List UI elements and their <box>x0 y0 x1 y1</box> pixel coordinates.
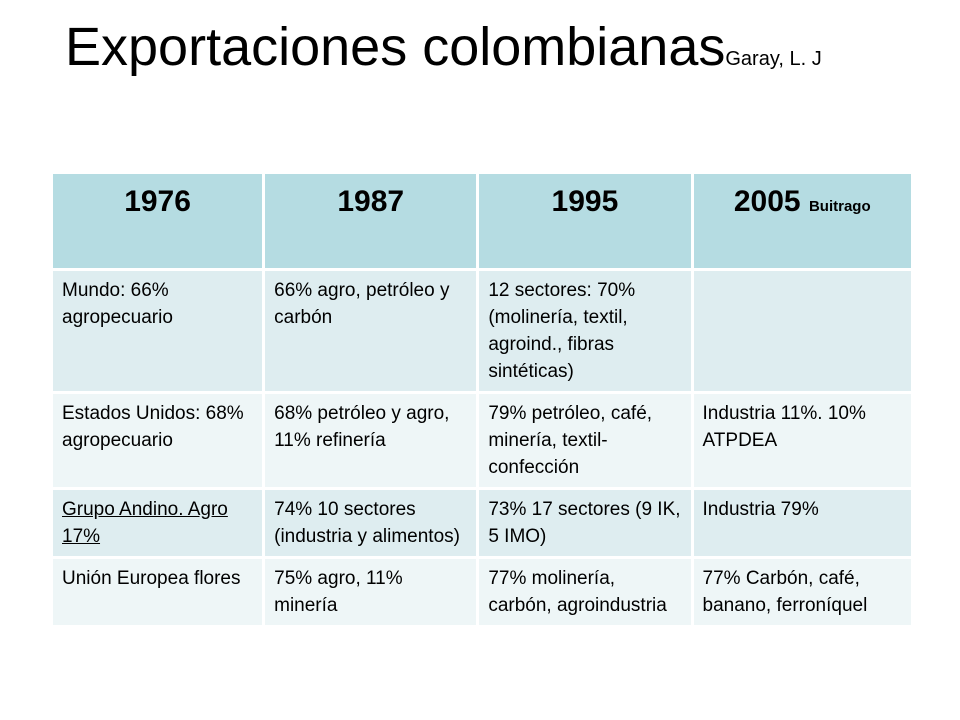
header-year: 2005 <box>733 185 801 218</box>
table-cell: 68% petróleo y agro, 11% refinería <box>262 391 480 490</box>
title-author: Garay, L. J <box>725 48 822 70</box>
table-cell: 74% 10 sectores (industria y alimentos) <box>262 487 480 559</box>
table-cell: 73% 17 sectores (9 IK, 5 IMO) <box>476 487 694 559</box>
header-row: 1976 1987 1995 2005 Buitrago <box>49 171 915 271</box>
table-cell: Unión Europea flores <box>49 556 266 628</box>
exports-table: 1976 1987 1995 2005 Buitrago Mundo: 66% … <box>49 171 915 628</box>
header-cell-2005: 2005 Buitrago <box>690 171 915 271</box>
table-cell: 66% agro, petróleo y carbón <box>262 268 480 394</box>
header-year: 1976 <box>124 185 191 218</box>
title-main: Exportaciones colombianas <box>65 17 726 77</box>
table-cell: Industria 79% <box>690 487 915 559</box>
header-year: 1987 <box>337 185 405 218</box>
table-cell: 12 sectores: 70% (molinería, textil, agr… <box>476 268 694 394</box>
table-row-mundo: Mundo: 66% agropecuario 66% agro, petról… <box>49 268 915 394</box>
table-cell: Estados Unidos: 68% agropecuario <box>49 391 266 490</box>
table-cell: Industria 11%. 10% ATPDEA <box>690 391 915 490</box>
table-row-union-europea: Unión Europea flores 75% agro, 11% miner… <box>49 556 915 628</box>
table-cell: 75% agro, 11% minería <box>262 556 480 628</box>
header-source-note: Buitrago <box>808 198 871 215</box>
table-cell <box>690 268 915 394</box>
table-cell: 77% Carbón, café, banano, ferroníquel <box>690 556 915 628</box>
header-year: 1995 <box>551 185 619 218</box>
table-row-grupo-andino: Grupo Andino. Agro 17% 74% 10 sectores (… <box>49 487 915 559</box>
header-cell-1976: 1976 <box>49 171 266 271</box>
header-cell-1995: 1995 <box>476 171 694 271</box>
table-cell: Mundo: 66% agropecuario <box>49 268 266 394</box>
slide-title: Exportaciones colombianasGaray, L. J <box>65 12 822 82</box>
table-cell: 79% petróleo, café, minería, textil-conf… <box>476 391 694 490</box>
table-cell-link[interactable]: Grupo Andino. Agro 17% <box>49 487 266 559</box>
table-row-estados-unidos: Estados Unidos: 68% agropecuario 68% pet… <box>49 391 915 490</box>
table-cell: 77% molinería, carbón, agroindustria <box>476 556 694 628</box>
header-cell-1987: 1987 <box>262 171 480 271</box>
